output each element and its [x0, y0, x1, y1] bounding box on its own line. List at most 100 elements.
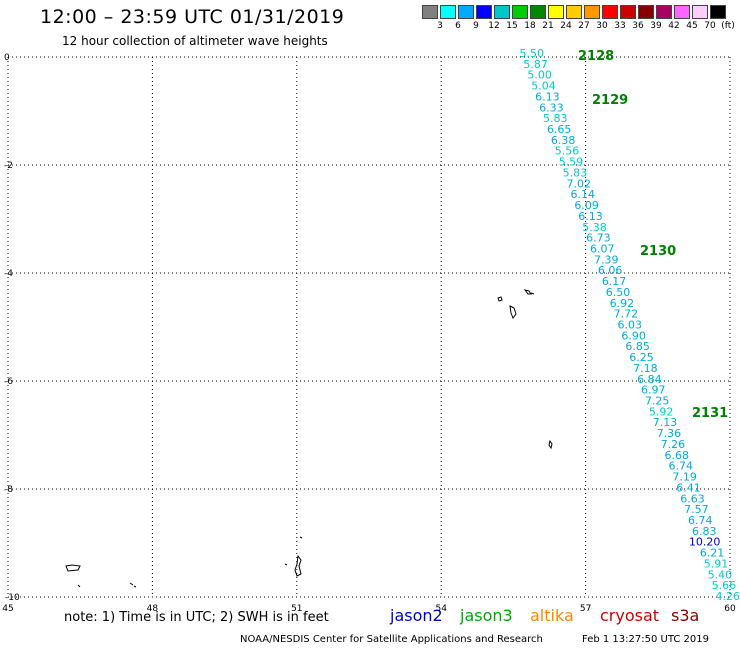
x-tick-label: 54 — [435, 604, 447, 614]
wave-height-value: 6.13 — [535, 90, 560, 103]
color-legend: 3 6 9 12 15 18 21 24 27 30 33 36 39 42 45 70 (ft) — [422, 5, 737, 31]
wave-height-value: 6.84 — [637, 373, 662, 386]
legend-label: 45 — [686, 21, 698, 31]
wave-height-values: 5.505.875.005.046.136.335.836.656.385.56… — [520, 47, 740, 603]
legend-swatch — [638, 5, 654, 19]
legend-label: 15 — [506, 21, 518, 31]
wave-height-value: 5.83 — [543, 112, 568, 125]
wave-height-value: 7.72 — [614, 308, 639, 321]
x-tick-label: 48 — [147, 604, 159, 614]
legend-swatch — [710, 5, 726, 19]
legend-swatch — [476, 5, 492, 19]
legend-label: 18 — [524, 21, 536, 31]
wave-height-value: 6.25 — [629, 351, 654, 364]
legend-swatch — [584, 5, 600, 19]
units-note: note: 1) Time is in UTC; 2) SWH is in fe… — [64, 610, 329, 625]
wave-height-value: 7.13 — [653, 416, 678, 429]
legend-swatch — [548, 5, 564, 19]
satellite-label-jason2: jason2 — [390, 606, 443, 625]
wave-height-value: 6.74 — [668, 460, 693, 473]
wave-height-value: 7.36 — [657, 427, 682, 440]
legend-label: 24 — [560, 21, 572, 31]
wave-height-value: 6.14 — [570, 188, 595, 201]
island-outline — [548, 439, 553, 450]
y-tick-label: -4 — [4, 269, 13, 279]
legend-swatch — [674, 5, 690, 19]
pass-number-label: 2131 — [692, 406, 728, 421]
y-tick-label: -10 — [5, 593, 20, 603]
pass-labels: 2128 2129 2130 2131 — [578, 49, 728, 421]
wave-height-value: 4.26 — [716, 590, 740, 603]
legend-swatch — [692, 5, 708, 19]
wave-height-value: 7.25 — [645, 395, 670, 408]
legend-label: 36 — [632, 21, 644, 31]
x-tick-label: 45 — [2, 604, 13, 614]
island-outline — [284, 563, 288, 566]
pass-number-label: 2128 — [578, 49, 614, 64]
wave-height-value: 6.63 — [680, 492, 705, 505]
x-tick-label: 60 — [724, 604, 736, 614]
footer-date: Feb 1 13:27:50 UTC 2019 — [582, 634, 709, 645]
legend-label: 39 — [650, 21, 662, 31]
pass-number-label: 2129 — [592, 93, 628, 108]
wave-height-value: 5.50 — [520, 47, 545, 60]
legend-label: 33 — [614, 21, 626, 31]
wave-height-value: 6.09 — [574, 199, 599, 212]
wave-height-value: 7.02 — [567, 177, 592, 190]
wave-height-value: 6.90 — [621, 329, 646, 342]
wave-height-value: 6.68 — [665, 449, 690, 462]
satellite-label-altika: altika — [530, 606, 574, 625]
satellite-label-s3a: s3a — [671, 606, 700, 625]
wave-height-value: 10.20 — [689, 536, 721, 549]
wave-height-value: 5.56 — [555, 145, 580, 158]
satellite-label-cryosat: cryosat — [600, 606, 660, 625]
legend-label: (ft) — [721, 21, 735, 31]
legend-swatch — [602, 5, 618, 19]
wave-height-value: 5.59 — [559, 156, 584, 169]
wave-height-value: 6.73 — [586, 232, 611, 245]
wave-height-value: 6.85 — [625, 340, 650, 353]
coastlines — [65, 289, 553, 588]
island-outline — [294, 554, 302, 577]
wave-height-value: 6.41 — [676, 481, 701, 494]
legend-swatch — [566, 5, 582, 19]
wave-height-value: 7.39 — [594, 253, 619, 266]
wave-height-value: 6.13 — [578, 210, 603, 223]
wave-height-value: 5.38 — [582, 221, 607, 234]
wave-height-value: 7.57 — [684, 503, 709, 516]
legend-label: 70 — [704, 21, 716, 31]
island-outline — [299, 536, 303, 539]
legend-label: 3 — [437, 21, 443, 31]
wave-height-value: 5.87 — [523, 58, 548, 71]
wave-height-value: 6.07 — [590, 242, 615, 255]
pass-number-label: 2130 — [640, 244, 676, 259]
legend-label: 6 — [455, 21, 461, 31]
legend-swatch — [620, 5, 636, 19]
legend-swatch — [530, 5, 546, 19]
wave-height-value: 7.18 — [633, 362, 658, 375]
wave-height-value: 6.38 — [551, 134, 576, 147]
wave-height-value: 6.92 — [610, 297, 635, 310]
legend-label: 21 — [542, 21, 554, 31]
wave-height-value: 5.83 — [563, 166, 588, 179]
wave-height-value: 6.83 — [692, 525, 717, 538]
x-tick-label: 51 — [291, 604, 302, 614]
y-tick-label: -6 — [4, 377, 13, 387]
y-tick-label: 0 — [4, 53, 10, 63]
island-outline — [523, 289, 535, 295]
island-outline — [129, 582, 137, 588]
wave-height-value: 5.40 — [708, 568, 733, 581]
legend-label: 27 — [578, 21, 590, 31]
wave-height-value: 7.26 — [661, 438, 686, 451]
wave-height-value: 5.04 — [531, 80, 556, 93]
legend-swatch — [458, 5, 474, 19]
legend-label: 30 — [596, 21, 608, 31]
wave-height-value: 6.06 — [598, 264, 623, 277]
wave-height-value: 6.17 — [602, 275, 627, 288]
wave-height-value: 6.74 — [688, 514, 713, 527]
legend-label: 9 — [473, 21, 479, 31]
wave-height-value: 6.33 — [539, 101, 564, 114]
page-title: 12:00 – 23:59 UTC 01/31/2019 — [40, 6, 345, 28]
island-outline — [509, 305, 517, 320]
